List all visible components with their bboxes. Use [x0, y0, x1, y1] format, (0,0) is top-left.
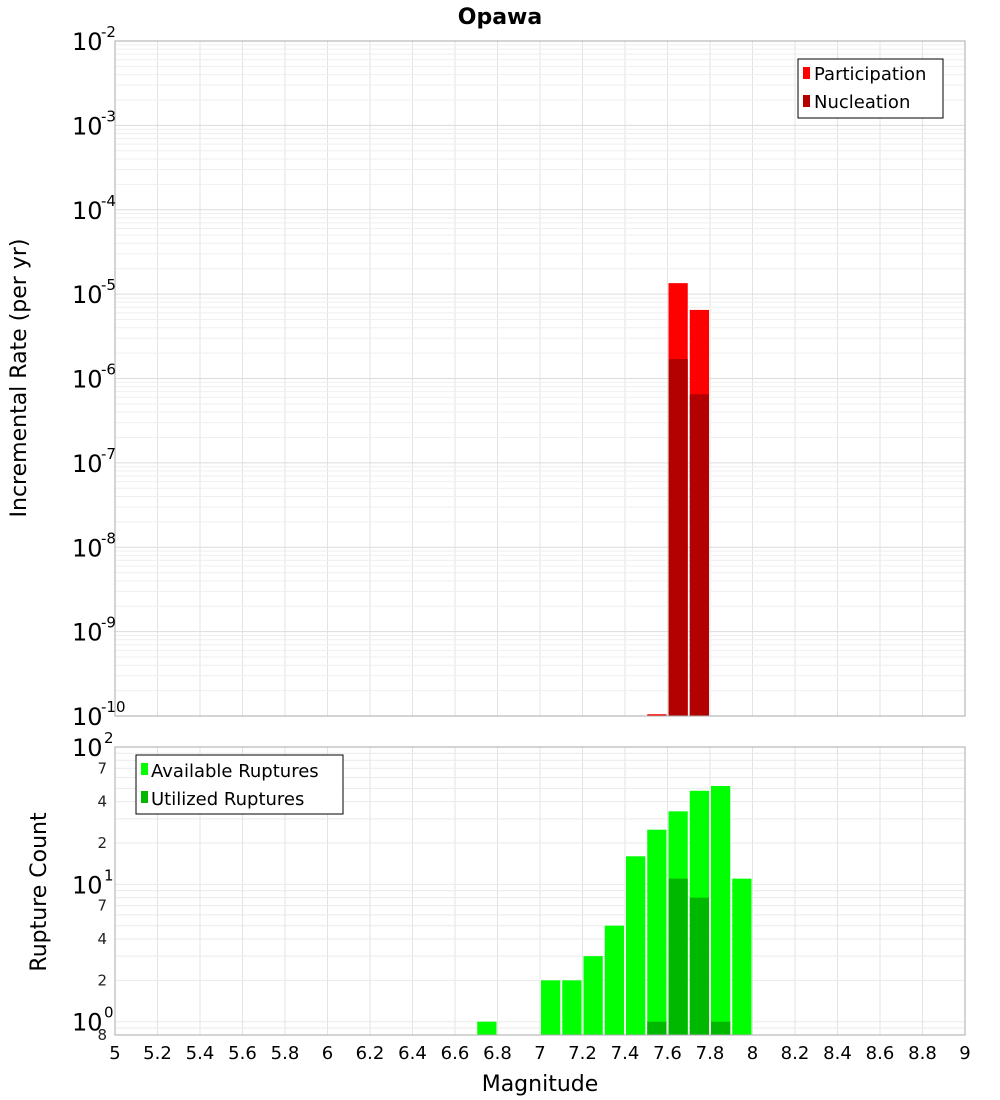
bottom-legend-box [135, 754, 344, 815]
bottom-y-minor-tick-label: 2 [97, 834, 107, 852]
x-tick-label: 7.2 [568, 1043, 597, 1064]
bottom-bar-s2 [668, 878, 688, 1035]
top-bars [647, 283, 709, 716]
bottom-y-minor-tick-label: 8 [97, 1026, 107, 1044]
x-tick-label: 5.6 [228, 1043, 257, 1064]
bottom-bar-s2 [711, 1021, 731, 1035]
top-bar-s1 [647, 714, 667, 716]
bottom-y-minor-tick-label: 7 [97, 897, 107, 915]
legend-label-utilized: Utilized Ruptures [151, 789, 304, 810]
x-tick-label: 6.8 [483, 1043, 512, 1064]
bottom-bar-s1 [541, 980, 561, 1035]
bottom-bar-s1 [477, 1021, 497, 1035]
legend-swatch-participation [803, 67, 810, 79]
top-y-tick-exponent: -2 [101, 23, 116, 41]
x-tick-label: 6.4 [398, 1043, 427, 1064]
top-y-tick-label: 10 [72, 28, 103, 56]
x-tick-label: 9 [959, 1043, 970, 1064]
x-tick-label: 7 [534, 1043, 545, 1064]
top-bar-s2 [668, 359, 688, 716]
top-y-tick-exponent: -8 [101, 529, 116, 547]
bottom-y-tick-exponent: 0 [104, 1004, 114, 1022]
top-y-axis-label: Incremental Rate (per yr) [7, 239, 32, 518]
x-tick-label: 7.6 [653, 1043, 682, 1064]
bottom-y-tick-label: 10 [72, 1009, 103, 1037]
top-y-tick-exponent: -4 [101, 192, 116, 210]
top-grid [114, 41, 966, 717]
x-tick-label: 5.2 [143, 1043, 172, 1064]
x-tick-label: 8.6 [866, 1043, 895, 1064]
bottom-bar-s2 [647, 1021, 667, 1035]
bottom-y-tick-label: 10 [72, 871, 103, 899]
bottom-y-tick-exponent: 1 [104, 866, 114, 884]
top-y-tick-label: 10 [72, 619, 103, 647]
bottom-bar-s1 [562, 980, 582, 1035]
x-ticks: 5 5.2 5.4 5.6 5.8 6 6.2 6.4 6.6 6.8 7 7.2 7.4 7.6 7.8 8… [109, 1043, 970, 1064]
top-bar-s2 [689, 394, 709, 716]
x-tick-label: 8 [747, 1043, 758, 1064]
top-legend-box [797, 58, 944, 119]
x-tick-label: 6.2 [356, 1043, 385, 1064]
x-axis-label: Magnitude [482, 1072, 599, 1097]
x-tick-label: 8.8 [908, 1043, 937, 1064]
legend-swatch-available [141, 763, 148, 775]
bottom-y-minor-tick-label: 7 [97, 759, 107, 777]
bottom-plot-frame [114, 746, 966, 1036]
legend-label-nucleation: Nucleation [814, 92, 910, 113]
x-tick-label: 7.4 [611, 1043, 640, 1064]
x-tick-label: 7.8 [696, 1043, 725, 1064]
top-y-tick-label: 10 [72, 112, 103, 140]
bottom-y-axis-label: Rupture Count [27, 812, 52, 972]
top-y-tick-exponent: -3 [101, 107, 116, 125]
top-y-tick-exponent: -6 [101, 361, 116, 379]
x-tick-label: 5 [109, 1043, 120, 1064]
bottom-bar-s1 [711, 786, 731, 1035]
top-y-tick-exponent: -9 [101, 614, 116, 632]
bottom-bar-s2 [689, 897, 709, 1035]
bottom-y-minor-tick-label: 2 [97, 971, 107, 989]
top-y-tick-label: 10 [72, 534, 103, 562]
top-y-tick-label: 10 [72, 703, 103, 731]
top-y-tick-label: 10 [72, 450, 103, 478]
top-y-tick-label: 10 [72, 281, 103, 309]
x-tick-label: 5.8 [271, 1043, 300, 1064]
legend-label-available: Available Ruptures [151, 761, 319, 782]
top-legend: Participation Nucleation [797, 58, 944, 119]
bottom-bar-s1 [583, 956, 603, 1035]
top-y-tick-label: 10 [72, 197, 103, 225]
bottom-y-minor-tick-label: 4 [97, 930, 107, 948]
bottom-bar-s1 [647, 829, 667, 1035]
bottom-y-minor-tick-label: 4 [97, 793, 107, 811]
top-y-tick-exponent: -7 [101, 445, 116, 463]
bottom-bar-s1 [604, 925, 624, 1035]
x-tick-label: 6 [322, 1043, 333, 1064]
bottom-y-tick-exponent: 2 [104, 729, 114, 747]
bottom-bars [477, 786, 752, 1035]
bottom-legend: Available Ruptures Utilized Ruptures [135, 754, 344, 815]
bottom-bar-s1 [626, 856, 646, 1035]
x-tick-label: 5.4 [186, 1043, 215, 1064]
top-y-tick-exponent: -10 [101, 698, 126, 716]
x-tick-label: 8.4 [823, 1043, 852, 1064]
legend-swatch-nucleation [803, 95, 810, 107]
legend-swatch-utilized [141, 791, 148, 803]
top-plot-frame [114, 40, 966, 717]
chart-title: Opawa [458, 5, 542, 30]
x-tick-label: 6.6 [441, 1043, 470, 1064]
x-tick-label: 8.2 [781, 1043, 810, 1064]
legend-label-participation: Participation [814, 64, 926, 85]
bottom-bar-s1 [732, 878, 752, 1035]
top-y-tick-exponent: -5 [101, 276, 116, 294]
bottom-y-tick-label: 10 [72, 734, 103, 762]
top-y-tick-label: 10 [72, 366, 103, 394]
